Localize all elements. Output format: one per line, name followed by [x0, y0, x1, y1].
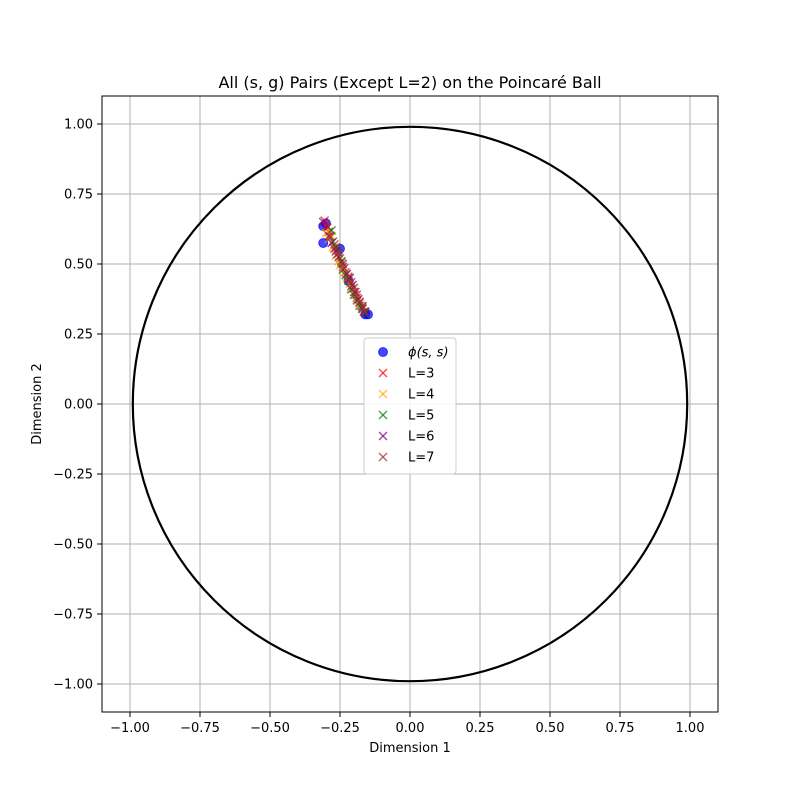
- ticks-layer: −1.00 −0.75 −0.50 −0.25 0.00 0.25 0.50 0.75 1.00…: [53, 118, 704, 737]
- data-point-l7: [349, 283, 359, 293]
- y-axis-label: Dimension 2: [30, 363, 45, 445]
- x-tick-label: 0.25: [466, 721, 495, 736]
- points-layer: [318, 216, 373, 320]
- data-point-l3: [325, 231, 335, 241]
- y-tick-label: −0.75: [53, 608, 93, 623]
- data-point-l7: [332, 249, 342, 259]
- data-point-l7: [352, 290, 362, 300]
- data-point-l6: [348, 280, 358, 290]
- data-point-l6: [334, 252, 344, 262]
- y-tick-label: 0.25: [64, 328, 93, 343]
- data-point-l7: [321, 220, 331, 230]
- legend-marker-l5: [378, 410, 388, 420]
- x-tick-label: 0.00: [396, 721, 425, 736]
- legend-marker-l7: [378, 452, 388, 462]
- legend: ϕ(s, s) L=3 L=4 L=5 L=6 L=7: [363, 337, 457, 475]
- data-point-l7: [357, 302, 367, 312]
- x-tick-label: −0.50: [250, 721, 290, 736]
- x-tick-label: 0.75: [606, 721, 635, 736]
- data-point-l5: [360, 308, 370, 318]
- legend-marker-l6: [378, 431, 388, 441]
- data-point-l7: [325, 232, 335, 242]
- legend-marker-l4: [378, 389, 388, 399]
- data-point-l6: [327, 238, 337, 248]
- y-tick-label: −1.00: [53, 678, 93, 693]
- data-point-l7: [355, 297, 365, 307]
- y-tick-label: −0.25: [53, 468, 93, 483]
- legend-label-l5: L=5: [408, 409, 434, 424]
- y-tick-label: 1.00: [64, 118, 93, 133]
- data-point-phi-ss: [318, 238, 329, 248]
- y-tick-label: 0.75: [64, 188, 93, 203]
- x-tick-label: −0.25: [320, 721, 360, 736]
- data-point-l6: [357, 301, 367, 311]
- x-tick-label: 1.00: [676, 721, 705, 736]
- data-point-l7: [329, 244, 339, 254]
- data-point-l5: [336, 256, 346, 266]
- legend-label-l4: L=4: [408, 388, 434, 403]
- legend-label-l3: L=3: [408, 367, 434, 382]
- legend-label-phi-ss: ϕ(s, s): [408, 346, 449, 361]
- poincare-boundary-circle: [131, 125, 689, 683]
- legend-label-l7: L=7: [408, 451, 434, 466]
- data-point-l7: [336, 258, 346, 268]
- data-point-l4: [350, 290, 360, 300]
- x-tick-label: −1.00: [110, 721, 150, 736]
- x-tick-label: −0.75: [180, 721, 220, 736]
- chart-title: All (s, g) Pairs (Except L=2) on the Poi…: [218, 73, 601, 92]
- legend-marker-l3: [378, 368, 388, 378]
- data-point-l7: [346, 277, 356, 287]
- x-tick-label: 0.50: [536, 721, 565, 736]
- data-point-l6: [331, 246, 341, 256]
- data-point-l6: [342, 269, 352, 279]
- y-tick-label: −0.50: [53, 538, 93, 553]
- boundary-circle-layer: [131, 125, 689, 683]
- data-point-l7: [360, 307, 370, 317]
- legend-marker-phi-ss: [378, 347, 388, 357]
- x-axis-label: Dimension 1: [369, 741, 451, 756]
- legend-label-l6: L=6: [408, 430, 434, 445]
- data-point-l7: [343, 272, 353, 282]
- data-point-l7: [339, 263, 349, 273]
- y-tick-label: 0.50: [64, 258, 93, 273]
- y-tick-label: 0.00: [64, 398, 93, 413]
